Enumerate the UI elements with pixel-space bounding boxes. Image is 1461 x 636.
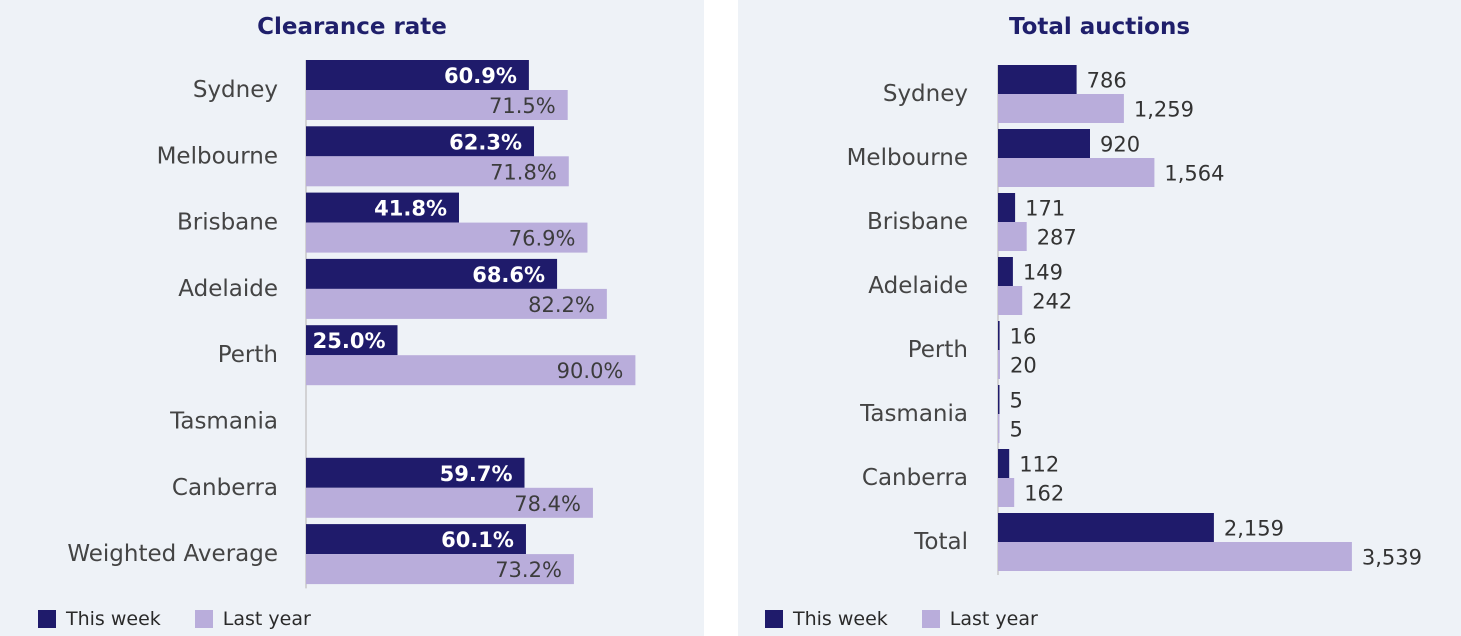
total-auctions-chart: Sydney 786 1,259 Melbourne 920 1,564 Brisbane 1…: [847, 65, 1422, 575]
data-label: 2,159: [1224, 517, 1284, 541]
category-label: Sydney: [193, 77, 278, 103]
category-label: Adelaide: [868, 273, 968, 299]
data-label: 90.0%: [557, 359, 624, 383]
data-label: 5: [1010, 389, 1023, 413]
data-label: 73.2%: [495, 558, 562, 582]
legend-label: This week: [793, 608, 888, 630]
category-label: Perth: [908, 337, 968, 363]
legend-swatch-last-year: [921, 610, 940, 628]
legend: This week Last year: [38, 608, 345, 630]
data-label: 242: [1032, 290, 1072, 314]
bar-last-year: [998, 478, 1015, 507]
legend-label: Last year: [949, 608, 1038, 630]
data-label: 60.1%: [441, 528, 514, 552]
data-label: 71.5%: [489, 94, 556, 118]
bar-this-week: [306, 258, 558, 289]
bar-this-week: [998, 321, 1000, 350]
bar-this-week: [306, 325, 398, 356]
clearance-rate-chart: Sydney 60.9% 71.5% Melbourne 62.3% 71.8% Brisb…: [67, 60, 636, 589]
bar-this-week: [998, 449, 1010, 478]
bar-last-year: [306, 288, 607, 319]
bar-last-year: [998, 350, 1000, 379]
bar-this-week: [998, 129, 1090, 158]
legend-item-this-week: This week: [38, 608, 161, 630]
category-label: Perth: [218, 342, 278, 368]
legend-item-last-year: Last year: [194, 608, 311, 630]
bar-last-year: [998, 542, 1352, 571]
bar-this-week: [306, 126, 535, 157]
data-label: 82.2%: [528, 293, 595, 317]
bar-this-week: [998, 385, 1000, 414]
data-label: 20: [1010, 354, 1037, 378]
data-label: 71.8%: [490, 160, 557, 184]
bar-last-year: [306, 355, 636, 386]
bar-this-week: [998, 65, 1077, 94]
bar-last-year: [998, 286, 1023, 315]
bar-this-week: [306, 457, 525, 488]
legend-item-last-year: Last year: [921, 608, 1038, 630]
category-label: Canberra: [172, 475, 278, 501]
bar-last-year: [306, 90, 568, 120]
bar-last-year: [998, 158, 1155, 187]
legend-swatch-last-year: [194, 610, 213, 628]
bar-last-year: [998, 414, 1000, 443]
data-label: 59.7%: [440, 462, 513, 486]
total-auctions-panel: Total auctions Sydney 786 1,259 Melbourne 92…: [738, 0, 1461, 636]
bar-this-week: [998, 257, 1013, 286]
bar-last-year: [998, 222, 1027, 251]
data-label: 920: [1100, 133, 1140, 157]
bar-this-week: [306, 524, 526, 555]
legend-swatch-this-week: [765, 610, 783, 628]
legend-label: Last year: [222, 608, 311, 630]
category-label: Sydney: [883, 81, 968, 107]
data-label: 171: [1025, 197, 1065, 221]
bar-this-week: [998, 193, 1016, 222]
bar-last-year: [306, 222, 588, 253]
data-label: 786: [1087, 69, 1127, 93]
category-label: Brisbane: [867, 209, 968, 235]
legend: This week Last year: [765, 608, 1072, 630]
data-label: 62.3%: [449, 130, 522, 154]
chart-title: Clearance rate: [257, 14, 447, 40]
data-label: 149: [1023, 261, 1063, 285]
bar-last-year: [306, 554, 574, 585]
data-label: 68.6%: [472, 263, 545, 287]
data-label: 16: [1010, 325, 1037, 349]
data-label: 25.0%: [313, 329, 386, 353]
bar-this-week: [998, 513, 1214, 542]
category-label: Tasmania: [859, 401, 968, 427]
data-label: 1,259: [1134, 98, 1194, 122]
legend-item-this-week: This week: [765, 608, 888, 630]
data-label: 1,564: [1164, 162, 1224, 186]
data-label: 41.8%: [374, 197, 447, 221]
clearance-rate-panel: Clearance rate Sydney 60.9% 71.5% Melbourne…: [0, 0, 704, 636]
category-label: Total: [913, 529, 968, 555]
data-label: 112: [1019, 453, 1059, 477]
category-label: Canberra: [862, 465, 968, 491]
category-label: Adelaide: [178, 276, 278, 302]
data-label: 76.9%: [509, 227, 576, 251]
data-label: 60.9%: [444, 64, 517, 88]
bar-this-week: [306, 192, 459, 223]
legend-swatch-this-week: [38, 610, 56, 628]
category-label: Weighted Average: [67, 541, 278, 567]
legend-label: This week: [66, 608, 161, 630]
data-label: 162: [1024, 482, 1064, 506]
category-label: Melbourne: [157, 143, 278, 169]
data-label: 3,539: [1362, 546, 1422, 570]
category-label: Tasmania: [169, 409, 278, 435]
category-label: Melbourne: [847, 145, 968, 171]
bar-this-week: [306, 60, 529, 90]
data-label: 5: [1010, 418, 1023, 442]
category-label: Brisbane: [177, 210, 278, 236]
data-label: 78.4%: [514, 492, 581, 516]
bar-last-year: [306, 487, 593, 518]
bar-last-year: [998, 94, 1124, 123]
data-label: 287: [1037, 226, 1077, 250]
bar-last-year: [306, 156, 569, 187]
chart-title: Total auctions: [1008, 14, 1191, 40]
